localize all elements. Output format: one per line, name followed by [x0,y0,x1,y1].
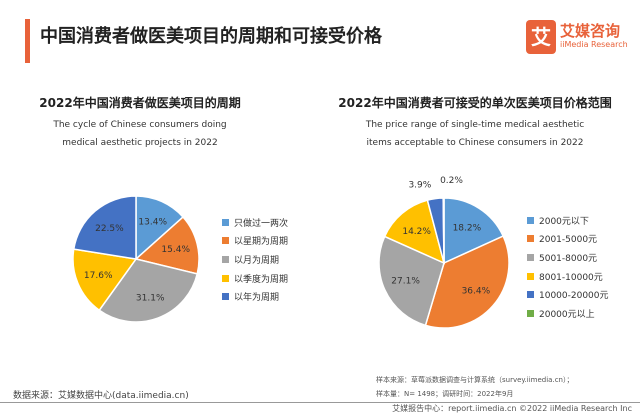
legend-swatch [222,218,229,226]
legend-label: 8001-10000元 [539,272,603,283]
chart1-data-label-3: 31.1% [136,293,165,303]
chart2-data-label-4: 14.2% [402,227,431,237]
legend-swatch [222,274,229,282]
logo: 艾 艾媒咨询 iiMedia Research [526,20,632,60]
legend-item: 2000元以下 [527,211,609,230]
legend-label: 2001-5000元 [539,235,598,246]
title-accent-bar [25,19,30,63]
legend-item: 8001-10000元 [527,267,609,286]
legend-item: 以季度为周期 [222,269,288,288]
legend-swatch [527,309,534,317]
chart2-slice-3 [378,235,445,327]
sample-size: 样本量：N= 1498；调研时间：2022年9月 [376,390,514,398]
logo-mark: 艾 [526,20,556,54]
legend-label: 以年为周期 [234,293,280,304]
copyright: 艾媒报告中心：report.iimedia.cn ©2022 iiMedia R… [392,404,632,413]
chart1-slice-1 [135,195,185,261]
chart1-slice-5 [72,195,137,260]
legend-label: 20000元以上 [539,309,595,320]
legend-swatch [527,291,534,299]
footer-divider [0,402,640,403]
chart1-subtitle-2: medical aesthetic projects in 2022 [62,138,218,148]
chart1-title-block: 2022年中国消费者做医美项目的周期 The cycle of Chinese … [20,94,260,152]
chart1-subtitle-1: The cycle of Chinese consumers doing [53,120,227,130]
chart1-title: 2022年中国消费者做医美项目的周期 [39,96,241,110]
chart2-title-block: 2022年中国消费者可接受的单次医美项目价格范围 The price range… [310,94,640,152]
chart2-subtitle-2: items acceptable to Chinese consumers in… [366,138,584,148]
chart1-data-label-5: 22.5% [95,224,124,234]
chart2-data-label-2: 36.4% [462,287,491,297]
chart2-data-label-6: 0.2% [440,176,463,186]
chart1-legend: 只做过一两次 以星期为周期 以月为周期以季度为周期 以年为周期 [222,213,288,306]
chart2-slice-2 [424,235,510,329]
sample-source: 样本来源：草莓派数据调查与计算系统（survey.iimedia.cn）； [376,376,574,384]
legend-item: 10000-20000元 [527,285,609,304]
legend-label: 以星期为周期 [234,237,289,248]
legend-swatch [527,216,534,224]
legend-item: 2001-5000元 [527,230,609,249]
chart1-data-label-4: 17.6% [84,271,113,281]
logo-cn: 艾媒咨询 [560,22,621,40]
chart2-data-label-3: 27.1% [391,277,420,287]
legend-label: 5001-8000元 [539,253,598,264]
legend-label: 2000元以下 [539,216,589,227]
chart1-slice-4 [72,248,138,312]
legend-item: 5001-8000元 [527,248,609,267]
legend-swatch [527,253,534,261]
legend-item: 以年为周期 [222,287,288,306]
chart2-data-label-5: 3.9% [408,181,431,191]
chart1-slice-2 [134,215,200,275]
legend-swatch [222,255,229,263]
legend-swatch [222,237,229,245]
legend-item: 只做过一两次 [222,213,288,232]
legend-swatch [527,235,534,243]
logo-en: iiMedia Research [560,40,628,49]
data-source: 数据来源：艾媒数据中心(data.iimedia.cn) [13,391,189,401]
legend-item: 以月为周期 [222,250,288,269]
chart2-legend: 2000元以下 2001-5000元 5001-8000元 8001-10000元 10… [527,211,609,323]
legend-item: 以星期为周期 [222,232,288,251]
chart1-data-label-2: 15.4% [161,245,190,255]
chart1-data-label-1: 13.4% [138,218,167,228]
legend-label: 只做过一两次 [234,218,289,229]
legend-swatch [527,272,534,280]
legend-label: 以月为周期 [234,255,280,266]
chart2-slice-6 [442,197,445,264]
chart2-data-label-1: 18.2% [453,223,482,233]
legend-swatch [222,293,229,301]
chart1-slice-3 [98,258,199,323]
chart2-slice-4 [383,199,446,265]
legend-item: 20000元以上 [527,304,609,323]
chart2-subtitle-1: The price range of single-time medical a… [365,120,585,130]
chart2-slice-1 [443,197,505,265]
chart2-title: 2022年中国消费者可接受的单次医美项目价格范围 [338,96,612,110]
page-title: 中国消费者做医美项目的周期和可接受价格 [40,26,382,47]
legend-label: 以季度为周期 [234,274,289,285]
legend-label: 10000-20000元 [539,291,609,302]
